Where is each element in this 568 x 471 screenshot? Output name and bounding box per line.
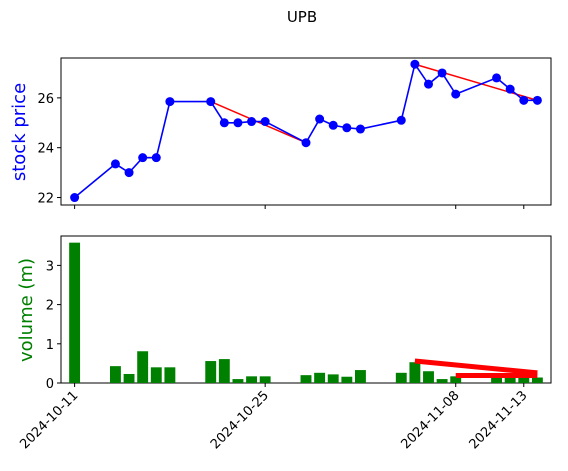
price-series-points [70, 59, 542, 203]
volume-bar [531, 377, 543, 383]
price-point [124, 168, 134, 178]
volume-y-tick-label: 1 [46, 338, 54, 353]
volume-bar [436, 379, 448, 383]
price-plot-area [60, 57, 552, 206]
volume-y-tick-label: 2 [46, 299, 54, 314]
volume-bar [246, 376, 257, 383]
volume-y-tick-label: 3 [46, 259, 54, 274]
price-point [355, 124, 365, 134]
volume-bar [355, 370, 366, 383]
price-point [519, 95, 529, 105]
price-point [301, 138, 311, 148]
x-tick-label: 2024-10-11 [17, 388, 81, 452]
volume-bar [450, 376, 462, 383]
x-tick-label: 2024-11-13 [467, 388, 531, 452]
volume-y-tick-label: 0 [46, 377, 54, 392]
volume-bar [409, 362, 421, 383]
volume-bar [259, 376, 271, 383]
volume-bar [327, 374, 339, 383]
volume-y-ticks: 0 1 2 3 [46, 259, 61, 392]
volume-bar [300, 375, 312, 383]
volume-bar [110, 366, 121, 383]
volume-plot-area [60, 235, 552, 384]
price-point [342, 123, 352, 133]
volume-bar [341, 376, 353, 383]
price-point [315, 114, 325, 124]
price-point [505, 84, 515, 94]
price-point [437, 68, 447, 78]
volume-bar [218, 359, 230, 383]
price-point [410, 59, 420, 69]
price-point [328, 120, 338, 130]
volume-bar [232, 379, 244, 383]
price-point [110, 159, 120, 169]
volume-bars [69, 242, 543, 383]
volume-bar [423, 371, 434, 383]
chart-title: UPB [287, 8, 317, 26]
x-tick-label: 2024-10-25 [208, 388, 272, 452]
price-point [233, 118, 243, 128]
volume-bar [137, 351, 149, 383]
volume-bar [205, 361, 217, 383]
price-trend-lines [142, 63, 538, 159]
price-point [138, 153, 148, 163]
volume-trend-segment [414, 358, 538, 376]
price-x-ticks [74, 205, 525, 209]
price-point [165, 97, 175, 107]
volume-bar [314, 372, 326, 383]
volume-bar [164, 367, 176, 383]
price-y-tick-label: 24 [37, 142, 54, 157]
price-point [219, 118, 229, 128]
price-point [247, 117, 257, 127]
volume-x-ticks: 2024-10-11 2024-10-25 2024-11-08 2024-11-13 [17, 383, 531, 452]
price-point [424, 79, 433, 89]
volume-y-axis-label: volume (m) [16, 258, 37, 362]
price-series-line [74, 62, 538, 199]
price-point [396, 115, 406, 125]
price-y-ticks: 22 24 26 [37, 92, 61, 207]
volume-bar [395, 372, 407, 383]
price-point [151, 153, 161, 163]
volume-bar [491, 376, 502, 383]
volume-bar [123, 373, 135, 383]
price-point [70, 193, 80, 203]
volume-bar [150, 367, 162, 383]
price-panel: stock price 22 24 26 [9, 57, 552, 209]
price-point [451, 89, 461, 99]
price-point [260, 117, 270, 127]
price-point [492, 73, 502, 83]
price-trend-segment [414, 63, 538, 102]
volume-bar [69, 242, 81, 383]
price-y-tick-label: 26 [37, 92, 54, 107]
x-tick-label: 2024-11-08 [399, 388, 463, 452]
price-point [206, 97, 216, 107]
volume-bar [518, 376, 530, 383]
volume-bar [504, 376, 516, 383]
price-point [532, 95, 542, 105]
volume-trend-lines [414, 358, 538, 379]
price-y-tick-label: 22 [37, 192, 54, 207]
price-y-axis-label: stock price [9, 83, 30, 181]
